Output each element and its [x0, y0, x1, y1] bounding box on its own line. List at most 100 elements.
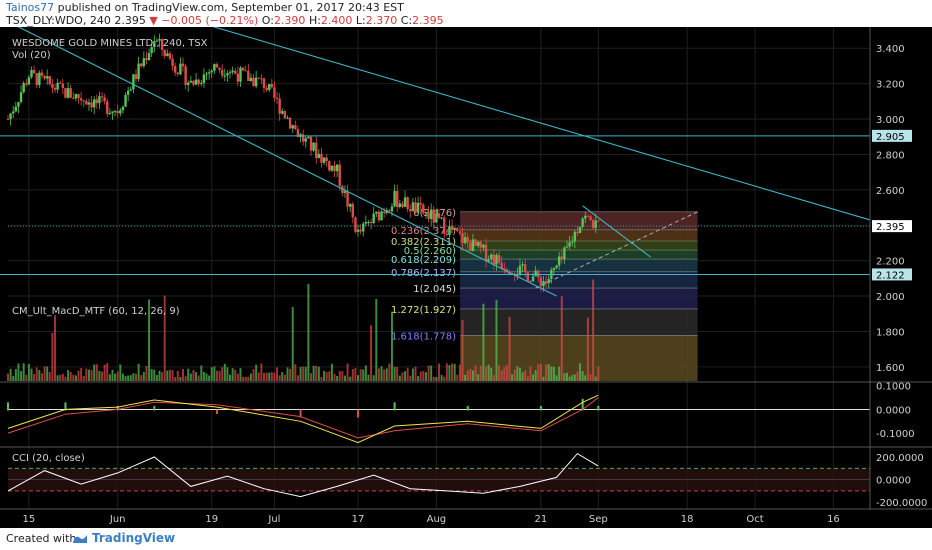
- candle-body: [578, 226, 582, 233]
- macd-y-tick-label: -0.1000: [876, 429, 915, 440]
- candle-body: [53, 87, 57, 90]
- x-tick-label: 21: [535, 514, 548, 525]
- candle-body: [482, 244, 485, 248]
- grid: [8, 27, 870, 509]
- volume-bar: [174, 376, 177, 381]
- volume-bar: [445, 363, 448, 381]
- candle-body: [589, 216, 592, 221]
- volume-bar: [343, 375, 346, 381]
- candle-body: [48, 76, 51, 85]
- candle-body: [346, 191, 349, 207]
- x-tick-label: 18: [681, 514, 694, 525]
- cci-y-tick-label: 0.0000: [876, 476, 911, 487]
- candle-body: [372, 213, 375, 223]
- candle-body: [406, 197, 409, 209]
- y-tick-label: 3.400: [876, 44, 905, 55]
- author-link[interactable]: Tainos77: [6, 1, 55, 14]
- tradingview-brand-link[interactable]: TradingView: [92, 531, 176, 545]
- level-price-tag: [872, 268, 912, 281]
- candle-body: [12, 111, 15, 114]
- volume-bar: [229, 374, 232, 381]
- candle-body: [90, 102, 93, 108]
- volume-bar: [336, 376, 339, 381]
- y-tick-label: 2.200: [876, 257, 905, 268]
- candle-body: [260, 78, 263, 80]
- candle-body: [134, 74, 138, 80]
- candle-body: [111, 111, 114, 114]
- volume-bar: [72, 374, 75, 381]
- candle-body: [158, 38, 161, 41]
- volume-bar: [218, 370, 221, 381]
- candle-body: [411, 202, 415, 212]
- candle-body: [422, 204, 425, 214]
- candle-body: [348, 204, 352, 207]
- candle-body: [254, 77, 258, 87]
- candle-body: [95, 99, 99, 104]
- fib-zone: [460, 271, 698, 289]
- volume-bar: [30, 368, 33, 381]
- volume-bar: [367, 374, 370, 381]
- volume-bar: [466, 370, 469, 381]
- candle-body: [106, 101, 109, 114]
- candle-body: [121, 106, 125, 111]
- candle-body: [247, 70, 250, 82]
- volume-bar: [586, 317, 589, 381]
- candle-body: [228, 72, 232, 74]
- candle-body: [453, 227, 456, 231]
- macd-histogram-bar: [116, 405, 119, 411]
- volume-bar: [414, 366, 417, 381]
- volume-bar: [197, 375, 200, 381]
- candle-body: [43, 75, 46, 79]
- volume-bar: [581, 371, 584, 381]
- volume-bar: [464, 374, 467, 381]
- candle-body: [484, 244, 488, 262]
- volume-bar: [422, 371, 425, 381]
- volume-bar: [61, 373, 64, 381]
- volume-bars: [7, 279, 600, 381]
- volume-bar: [236, 373, 239, 381]
- last-price-label: 2.395: [876, 222, 905, 233]
- volume-bar: [270, 372, 273, 381]
- candle-body: [275, 97, 279, 99]
- volume-bar: [64, 376, 67, 381]
- candle-body: [476, 241, 480, 246]
- volume-bar: [182, 369, 185, 381]
- volume-bar: [328, 371, 331, 381]
- volume-bar: [85, 368, 88, 381]
- cci-y-tick-label: -200.0000: [876, 498, 927, 509]
- candle-body: [369, 222, 373, 224]
- volume-bar: [281, 371, 284, 381]
- x-tick-label: Jul: [267, 514, 280, 525]
- x-tick-label: 19: [205, 514, 218, 525]
- fib-zone: [460, 250, 698, 260]
- candle-body: [591, 220, 595, 229]
- volume-bar: [547, 364, 550, 381]
- volume-bar: [286, 367, 289, 381]
- volume-bar: [469, 368, 472, 381]
- volume-bar: [111, 369, 114, 381]
- candle-body: [14, 106, 18, 112]
- volume-bar: [537, 364, 540, 381]
- volume-bar: [304, 366, 307, 381]
- volume-bar: [430, 365, 433, 381]
- candle-body: [354, 217, 357, 232]
- candle-body: [215, 64, 219, 68]
- volume-bar: [372, 375, 375, 381]
- chart-canvas[interactable]: 0(2.476)0.236(2.374)0.382(2.311)0.5(2.26…: [0, 27, 932, 528]
- volume-bar: [589, 374, 592, 381]
- candle-body: [396, 191, 399, 207]
- volume-bar: [40, 373, 43, 381]
- volume-bar: [87, 369, 90, 381]
- candle-body: [64, 88, 67, 98]
- volume-bar: [524, 370, 527, 381]
- volume-bar: [545, 364, 548, 381]
- candle-body: [524, 264, 527, 273]
- y-tick-label: 3.000: [876, 115, 905, 126]
- volume-bar: [359, 369, 362, 381]
- volume-bar: [333, 373, 336, 381]
- candle-body: [116, 111, 119, 114]
- volume-bar: [116, 371, 119, 381]
- macd-histogram-bar: [393, 402, 396, 411]
- volume-bar: [289, 368, 292, 381]
- candle-body: [61, 83, 65, 89]
